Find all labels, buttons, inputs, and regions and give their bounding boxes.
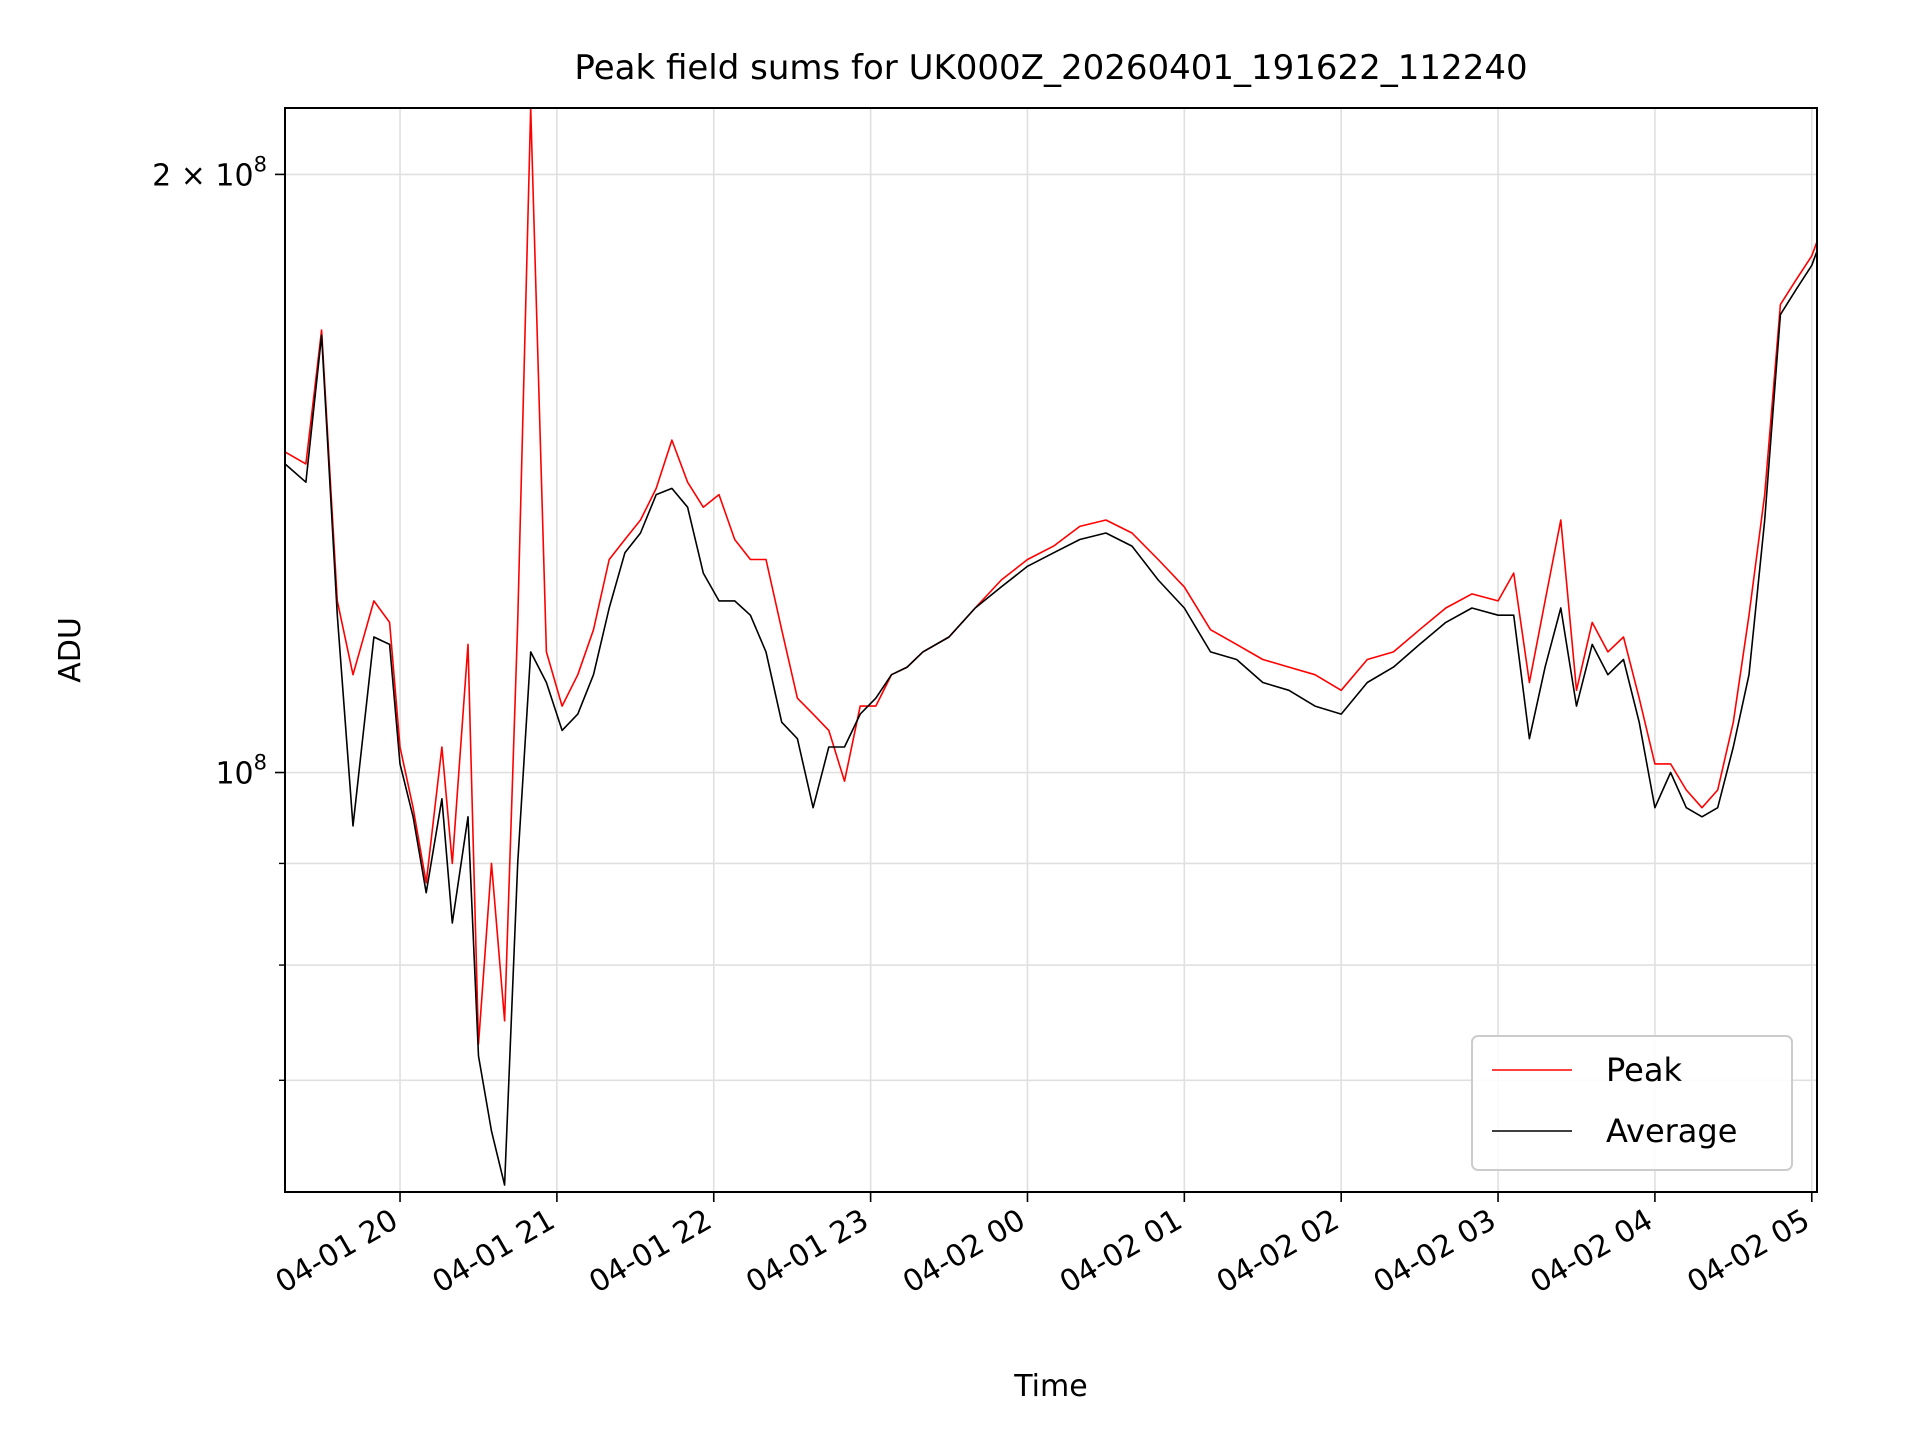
y-tick-exponent: 8	[254, 751, 267, 775]
y-tick-base: 10	[215, 757, 253, 792]
plot-frame	[284, 107, 1818, 1193]
y-axis-label: ADU	[53, 617, 88, 683]
series-average	[284, 250, 1818, 1186]
legend: Peak Average	[1471, 1035, 1793, 1171]
y-tick-label: 108	[215, 751, 267, 792]
x-axis-label: Time	[1013, 1369, 1087, 1404]
chart-title: Peak field sums for UK000Z_20260401_1916…	[574, 48, 1527, 88]
legend-label-peak: Peak	[1606, 1051, 1682, 1089]
y-tick-label: 2 × 108	[152, 152, 267, 193]
legend-label-average: Average	[1606, 1112, 1737, 1150]
y-tick-exponent: 8	[254, 152, 267, 176]
grid	[285, 108, 1817, 1192]
series-line-average	[284, 250, 1818, 1186]
y-tick-base: 2 × 10	[152, 158, 253, 193]
